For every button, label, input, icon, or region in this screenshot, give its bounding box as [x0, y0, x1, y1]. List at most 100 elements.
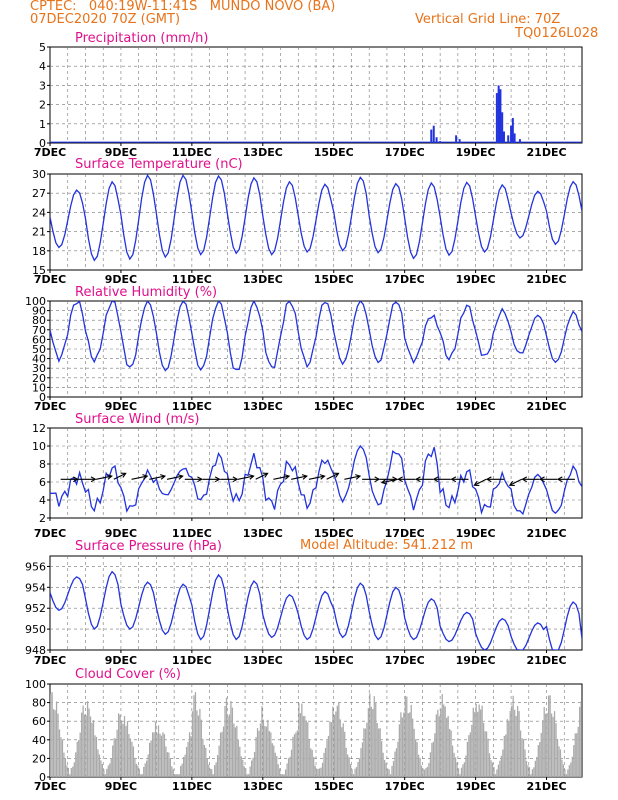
y-tick-label: 950 [25, 623, 46, 636]
cloud-bar [305, 720, 307, 777]
cloud-bar [482, 722, 485, 777]
cloud-bar [376, 723, 378, 777]
x-tick-label: 19DEC [456, 780, 496, 793]
y-tick-label: 2 [39, 99, 46, 112]
cloud-bar [440, 708, 442, 777]
cloud-bar [512, 695, 514, 777]
cloud-bar [126, 721, 129, 777]
cloud-bar [434, 733, 436, 777]
cloud-bar [545, 713, 547, 777]
cloud-bar [564, 769, 566, 777]
cloud-bar [539, 742, 541, 777]
x-tick-label: 15DEC [314, 146, 354, 159]
cloud-bar [54, 710, 56, 777]
cloud-bar [308, 738, 310, 777]
y-tick-label: 27 [32, 187, 46, 200]
cloud-bar [372, 708, 374, 777]
wind-vector-head [262, 472, 269, 478]
y-tick-label: 4 [39, 60, 46, 73]
cloud-bar [552, 716, 554, 777]
x-tick-label: 11DEC [172, 527, 212, 540]
precip-bar [495, 93, 498, 143]
y-tick-label: 1 [39, 118, 46, 131]
cloud-bar [115, 738, 117, 777]
y-tick-label: 3 [39, 79, 46, 92]
cloud-bar [335, 711, 337, 777]
cloud-bar [188, 732, 191, 777]
cloud-bar [160, 735, 163, 777]
cloud-bar [85, 715, 87, 777]
cloud-bar [153, 732, 155, 777]
cloud-bar [438, 716, 440, 777]
cloud-bar [342, 723, 344, 777]
cloud-bar [270, 732, 272, 777]
data-layer [50, 692, 582, 777]
cloud-bar [292, 736, 294, 777]
cloud-bar [568, 765, 570, 777]
cloud-bar [460, 767, 463, 777]
cloud-bar [317, 768, 319, 777]
y-tick-label: 0 [39, 771, 46, 784]
cloud-bar [82, 705, 84, 777]
wind-vector-head [197, 476, 203, 483]
cloud-bar [147, 754, 149, 777]
cloud-bar [249, 766, 251, 777]
cloud-bar [193, 695, 195, 777]
x-tick-label: 7DEC [34, 400, 66, 413]
cloud-bar [97, 749, 99, 777]
cloud-bar [286, 763, 288, 777]
cloud-bar [67, 767, 70, 777]
wind-vector-head [380, 478, 387, 485]
cloud-bar [295, 732, 297, 777]
x-tick-label: 15DEC [314, 527, 354, 540]
cloud-bar [367, 708, 369, 777]
cloud-bar [250, 760, 253, 777]
cloud-bar [381, 741, 383, 777]
cloud-bar [338, 702, 340, 777]
cloud-bar [429, 752, 432, 777]
y-tick-label: 100 [25, 678, 46, 691]
y-tick-label: 2 [39, 512, 46, 525]
cloud-bar [162, 732, 164, 777]
cloud-bar [332, 706, 334, 777]
cloud-bar [352, 774, 355, 777]
y-tick-label: 60 [32, 333, 46, 346]
cloud-bar [508, 720, 510, 777]
panel-title: Surface Temperature (nC) [75, 157, 243, 172]
cloud-bar [435, 714, 437, 777]
wind-vector-head [160, 474, 167, 480]
cloud-bar [426, 766, 429, 777]
cloud-bar [333, 714, 336, 777]
cloud-bar [141, 774, 143, 777]
x-tick-label: 17DEC [385, 146, 425, 159]
cloud-bar [558, 746, 560, 777]
cloud-bar [302, 716, 304, 777]
cloud-bar [375, 702, 377, 777]
cloud-bar [239, 746, 241, 777]
cloud-cover-panel: 0 20 40 60 80 100 7DEC 9DEC 11DEC 13DEC 15DEC 17DEC… [25, 667, 583, 793]
cloud-bar [274, 752, 276, 777]
temperature-line [50, 174, 582, 262]
panel-title: Surface Wind (m/s) [75, 412, 199, 427]
cloud-bar [101, 764, 103, 777]
cloud-bar [400, 712, 402, 777]
y-tick-label: 18 [32, 245, 46, 258]
cloud-bar [242, 759, 244, 777]
cloud-bar [236, 725, 238, 777]
cloud-bar [149, 742, 151, 777]
station-title: CPTEC: 040:19W-11:41S MUNDO NOVO (BA) [30, 0, 336, 14]
cloud-bar [110, 757, 112, 777]
precip-bar [502, 131, 505, 143]
x-tick-label: 7DEC [34, 146, 66, 159]
cloud-bar [548, 695, 550, 777]
cloud-bar [277, 764, 279, 777]
cloud-bar [345, 747, 347, 777]
cloud-bar [511, 705, 513, 777]
cloud-bar [347, 754, 349, 777]
cloud-bar [383, 759, 386, 777]
cloud-bar [488, 753, 491, 777]
y-tick-label: 80 [32, 697, 46, 710]
x-tick-label: 13DEC [243, 527, 283, 540]
cloud-bar [128, 734, 130, 777]
cloud-bar [219, 732, 222, 777]
